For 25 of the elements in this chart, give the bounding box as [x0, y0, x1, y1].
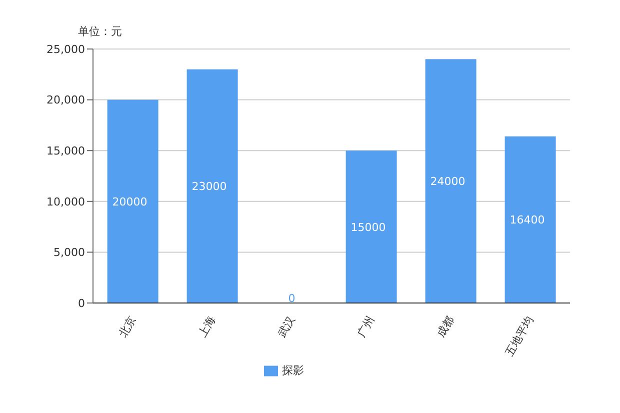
y-tick-label: 20,000 — [46, 94, 85, 107]
data-label: 0 — [288, 292, 296, 305]
bar — [186, 69, 238, 303]
legend-label: 探影 — [282, 364, 304, 377]
bar — [425, 59, 476, 303]
x-tick-label: 成都 — [434, 314, 457, 340]
x-tick-label: 五地平均 — [503, 314, 536, 359]
data-label: 23000 — [192, 180, 227, 194]
y-tick-label: 25,000 — [46, 42, 85, 56]
x-tick-label: 北京 — [116, 314, 139, 340]
bar — [346, 150, 397, 303]
data-label: 15000 — [350, 220, 386, 234]
y-tick-label: 5,000 — [54, 246, 85, 260]
data-label: 20000 — [112, 195, 148, 208]
y-axis-title: 单位：元 — [78, 25, 122, 38]
bar — [504, 136, 556, 303]
bar — [107, 100, 158, 303]
y-tick-label: 10,000 — [46, 195, 85, 208]
data-label: 24000 — [430, 175, 466, 188]
x-tick-label: 上海 — [196, 314, 218, 340]
y-tick-label: 0 — [78, 296, 85, 310]
x-tick-label: 武汉 — [276, 314, 298, 340]
data-label: 16400 — [510, 214, 545, 227]
y-tick-label: 15,000 — [46, 144, 85, 158]
x-tick-label: 广州 — [355, 314, 378, 340]
